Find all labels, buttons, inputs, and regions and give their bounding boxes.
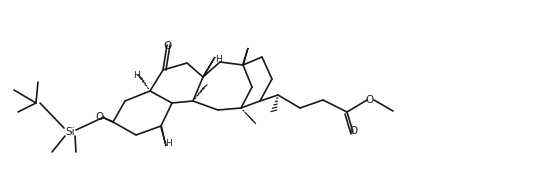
- Text: H: H: [134, 72, 140, 81]
- Text: O: O: [164, 41, 172, 51]
- Polygon shape: [160, 126, 166, 146]
- Polygon shape: [203, 57, 215, 77]
- Text: H: H: [215, 54, 221, 63]
- Text: Si: Si: [65, 127, 75, 137]
- Text: H: H: [165, 139, 171, 148]
- Text: O: O: [366, 95, 374, 105]
- Text: O: O: [96, 112, 104, 122]
- Polygon shape: [102, 117, 113, 123]
- Polygon shape: [242, 48, 248, 65]
- Text: O: O: [349, 126, 357, 136]
